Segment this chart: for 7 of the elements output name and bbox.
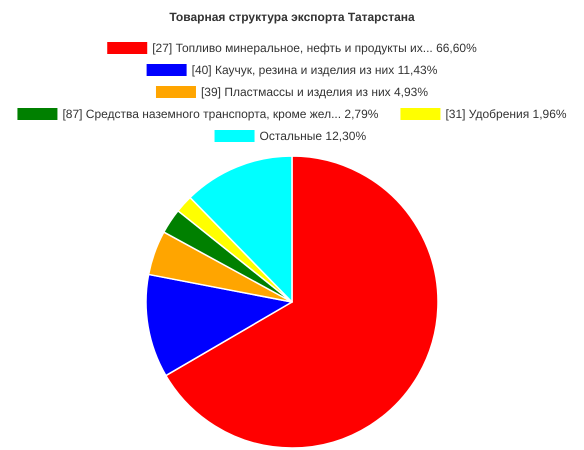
legend-label: [31] Удобрения 1,96%: [445, 107, 567, 121]
legend-label: [40] Каучук, резина и изделия из них 11,43%: [192, 63, 438, 77]
legend-label: [39] Пластмассы и изделия из них 4,93%: [200, 85, 428, 99]
legend-label: [87] Средства наземного транспорта, кроме жел... 2,79%: [62, 107, 379, 121]
chart-title: Товарная структура экспорта Татарстана: [169, 10, 415, 24]
legend-label: Остальные 12,30%: [260, 129, 366, 143]
legend-label: [27] Топливо минеральное, нефть и продукты их... 66,60%: [152, 41, 478, 55]
